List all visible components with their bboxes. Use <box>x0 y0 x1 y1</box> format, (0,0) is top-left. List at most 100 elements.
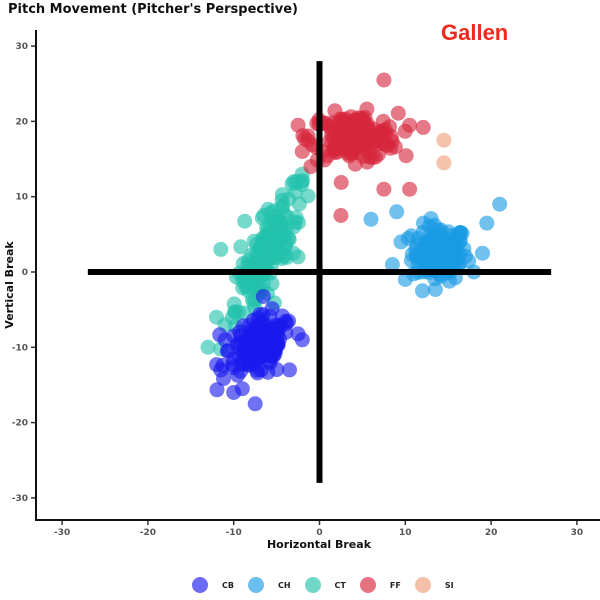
data-point <box>274 187 290 203</box>
legend-swatch-icon <box>247 577 264 593</box>
y-tick-label: 10 <box>15 193 28 203</box>
data-point <box>257 323 273 339</box>
y-tick-label: 0 <box>22 268 28 278</box>
data-point <box>355 136 371 152</box>
data-point <box>303 159 319 175</box>
data-point <box>281 232 297 248</box>
data-point <box>415 119 431 135</box>
y-axis-title: Vertical Break <box>3 241 16 329</box>
legend-item-ct: CT <box>304 577 346 593</box>
legend-label: CT <box>334 580 346 590</box>
data-point <box>333 175 349 190</box>
data-point <box>436 132 452 148</box>
data-point <box>479 215 495 231</box>
data-point <box>402 117 418 133</box>
reference-crosshair <box>87 61 552 483</box>
data-point <box>290 249 306 265</box>
series-ch <box>363 196 508 299</box>
x-tick-label: 20 <box>485 528 498 538</box>
y-tick-label: 20 <box>15 117 28 127</box>
data-point <box>253 334 269 350</box>
data-point <box>475 245 490 261</box>
data-point <box>397 272 413 287</box>
axis-ticks: -30 -20 -10 0 10 20 30 -30 -20 -10 0 10 20 30 <box>12 42 583 538</box>
data-point <box>200 339 216 355</box>
data-point <box>233 239 249 255</box>
data-point <box>389 204 405 220</box>
data-point <box>213 362 229 378</box>
data-point <box>213 241 229 257</box>
x-tick-label: 30 <box>571 528 584 538</box>
data-point <box>286 219 302 235</box>
data-point <box>376 72 392 88</box>
legend-label: SI <box>444 580 454 590</box>
data-point <box>393 234 409 250</box>
x-tick-label: -30 <box>54 528 70 538</box>
data-point <box>253 362 269 378</box>
data-point <box>416 215 431 231</box>
legend-swatch-icon <box>359 577 376 593</box>
data-point <box>328 138 344 154</box>
series-ff <box>290 72 431 223</box>
legend-item-ch: CH <box>247 577 291 593</box>
series-si <box>436 132 452 171</box>
data-point <box>390 105 406 121</box>
data-point <box>209 382 225 398</box>
chart-title: Pitch Movement (Pitcher's Perspective) <box>8 2 298 17</box>
legend-swatch-icon <box>304 577 321 593</box>
legend-label: CH <box>277 580 291 590</box>
y-tick-label: -30 <box>12 494 28 504</box>
data-point <box>434 242 450 258</box>
x-tick-label: -10 <box>226 528 242 538</box>
data-point <box>230 367 246 383</box>
data-point <box>226 328 242 344</box>
data-point <box>376 181 392 197</box>
data-point <box>276 248 291 264</box>
legend: CB CH CT FF SI <box>192 577 468 593</box>
data-point <box>300 188 316 204</box>
data-point <box>282 362 297 378</box>
data-point <box>226 296 242 312</box>
x-axis-title: Horizontal Break <box>267 538 372 551</box>
pitcher-name-annotation: Gallen <box>441 20 509 45</box>
data-point <box>262 205 278 221</box>
data-point <box>294 332 310 348</box>
data-point <box>294 144 310 159</box>
data-point <box>448 243 464 258</box>
data-point <box>237 213 253 229</box>
data-point <box>234 381 250 397</box>
series-cb <box>209 289 310 412</box>
x-tick-label: 0 <box>316 528 322 538</box>
x-tick-label: 10 <box>399 528 412 538</box>
data-point <box>398 148 414 164</box>
data-point <box>240 252 256 268</box>
data-point <box>258 227 274 243</box>
y-tick-label: 30 <box>15 42 28 52</box>
data-point <box>274 308 290 324</box>
data-point <box>238 279 254 294</box>
data-point <box>417 249 433 265</box>
legend-item-si: SI <box>414 577 454 593</box>
legend-swatch-icon <box>414 577 431 593</box>
legend-swatch-icon <box>192 577 208 593</box>
data-point <box>436 155 452 171</box>
legend-item-ff: FF <box>359 577 401 593</box>
data-point <box>337 114 353 130</box>
axes <box>35 30 600 521</box>
legend-label: CB <box>222 580 234 590</box>
data-point <box>384 257 400 272</box>
data-point <box>340 145 356 161</box>
legend-item-cb: CB <box>192 577 234 593</box>
data-point <box>333 208 349 223</box>
data-point <box>255 289 271 304</box>
data-point <box>276 206 292 222</box>
x-tick-label: -20 <box>140 528 156 538</box>
data-point <box>355 113 371 129</box>
data-point <box>402 181 418 197</box>
data-point <box>383 129 399 144</box>
data-point <box>270 335 286 351</box>
data-point <box>415 283 430 299</box>
data-point <box>255 348 271 364</box>
data-point <box>247 396 263 412</box>
